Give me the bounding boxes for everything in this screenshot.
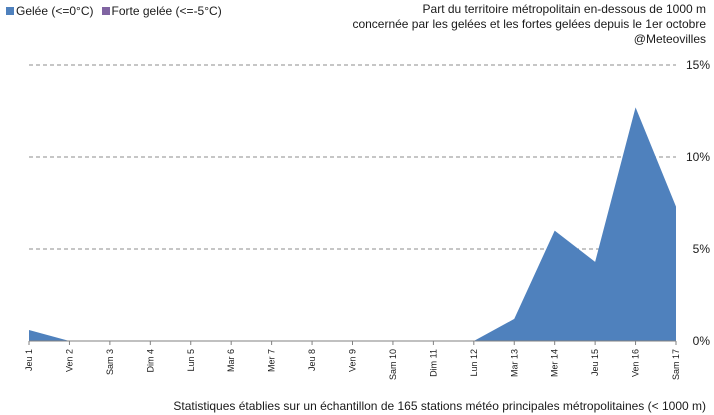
y-tick-label-2: 10% (686, 150, 710, 164)
title-line-3: @Meteovilles (633, 32, 706, 46)
x-tick-label-3: Dim 4 (145, 349, 155, 373)
x-tick-label-12: Mar 13 (509, 349, 519, 377)
chart-footnote: Statistiques établies sur un échantillon… (173, 399, 706, 413)
legend-item-gelee: Gelée (<=0°C) (6, 4, 94, 18)
x-tick-label-10: Dim 11 (428, 349, 438, 377)
y-tick-label-0: 0% (693, 334, 711, 348)
y-tick-label-1: 5% (693, 242, 711, 256)
x-tick-label-5: Mar 6 (226, 349, 236, 372)
x-tick-label-15: Ven 16 (631, 349, 641, 377)
title-line-2: concernée par les gelées et les fortes g… (352, 17, 706, 31)
x-tick-label-0: Jeu 1 (24, 349, 34, 371)
title-line-1: Part du territoire métropolitain en-dess… (422, 2, 706, 16)
x-tick-label-6: Mer 7 (267, 349, 277, 372)
x-tick-label-13: Mer 14 (550, 349, 560, 377)
x-tick-label-16: Sam 17 (671, 349, 681, 380)
x-tick-label-8: Ven 9 (348, 349, 358, 372)
x-tick-label-7: Jeu 8 (307, 349, 317, 371)
x-tick-label-9: Sam 10 (388, 349, 398, 380)
legend-label-gelee: Gelée (<=0°C) (16, 4, 94, 18)
legend-swatch-forte-gelee (101, 7, 110, 15)
x-tick-label-2: Sam 3 (105, 349, 115, 375)
x-tick-label-4: Lun 5 (186, 349, 196, 372)
series-area-0 (29, 107, 676, 341)
x-tick-label-1: Ven 2 (64, 349, 74, 372)
x-tick-label-14: Jeu 15 (590, 349, 600, 376)
chart-legend: Gelée (<=0°C) Forte gelée (<=-5°C) (6, 4, 222, 18)
legend-label-forte-gelee: Forte gelée (<=-5°C) (111, 4, 222, 18)
x-tick-label-11: Lun 12 (469, 349, 479, 377)
y-tick-label-3: 15% (686, 58, 710, 72)
chart-title: Part du territoire métropolitain en-dess… (352, 2, 706, 47)
legend-item-forte-gelee: Forte gelée (<=-5°C) (101, 4, 222, 18)
legend-swatch-gelee (6, 7, 14, 15)
